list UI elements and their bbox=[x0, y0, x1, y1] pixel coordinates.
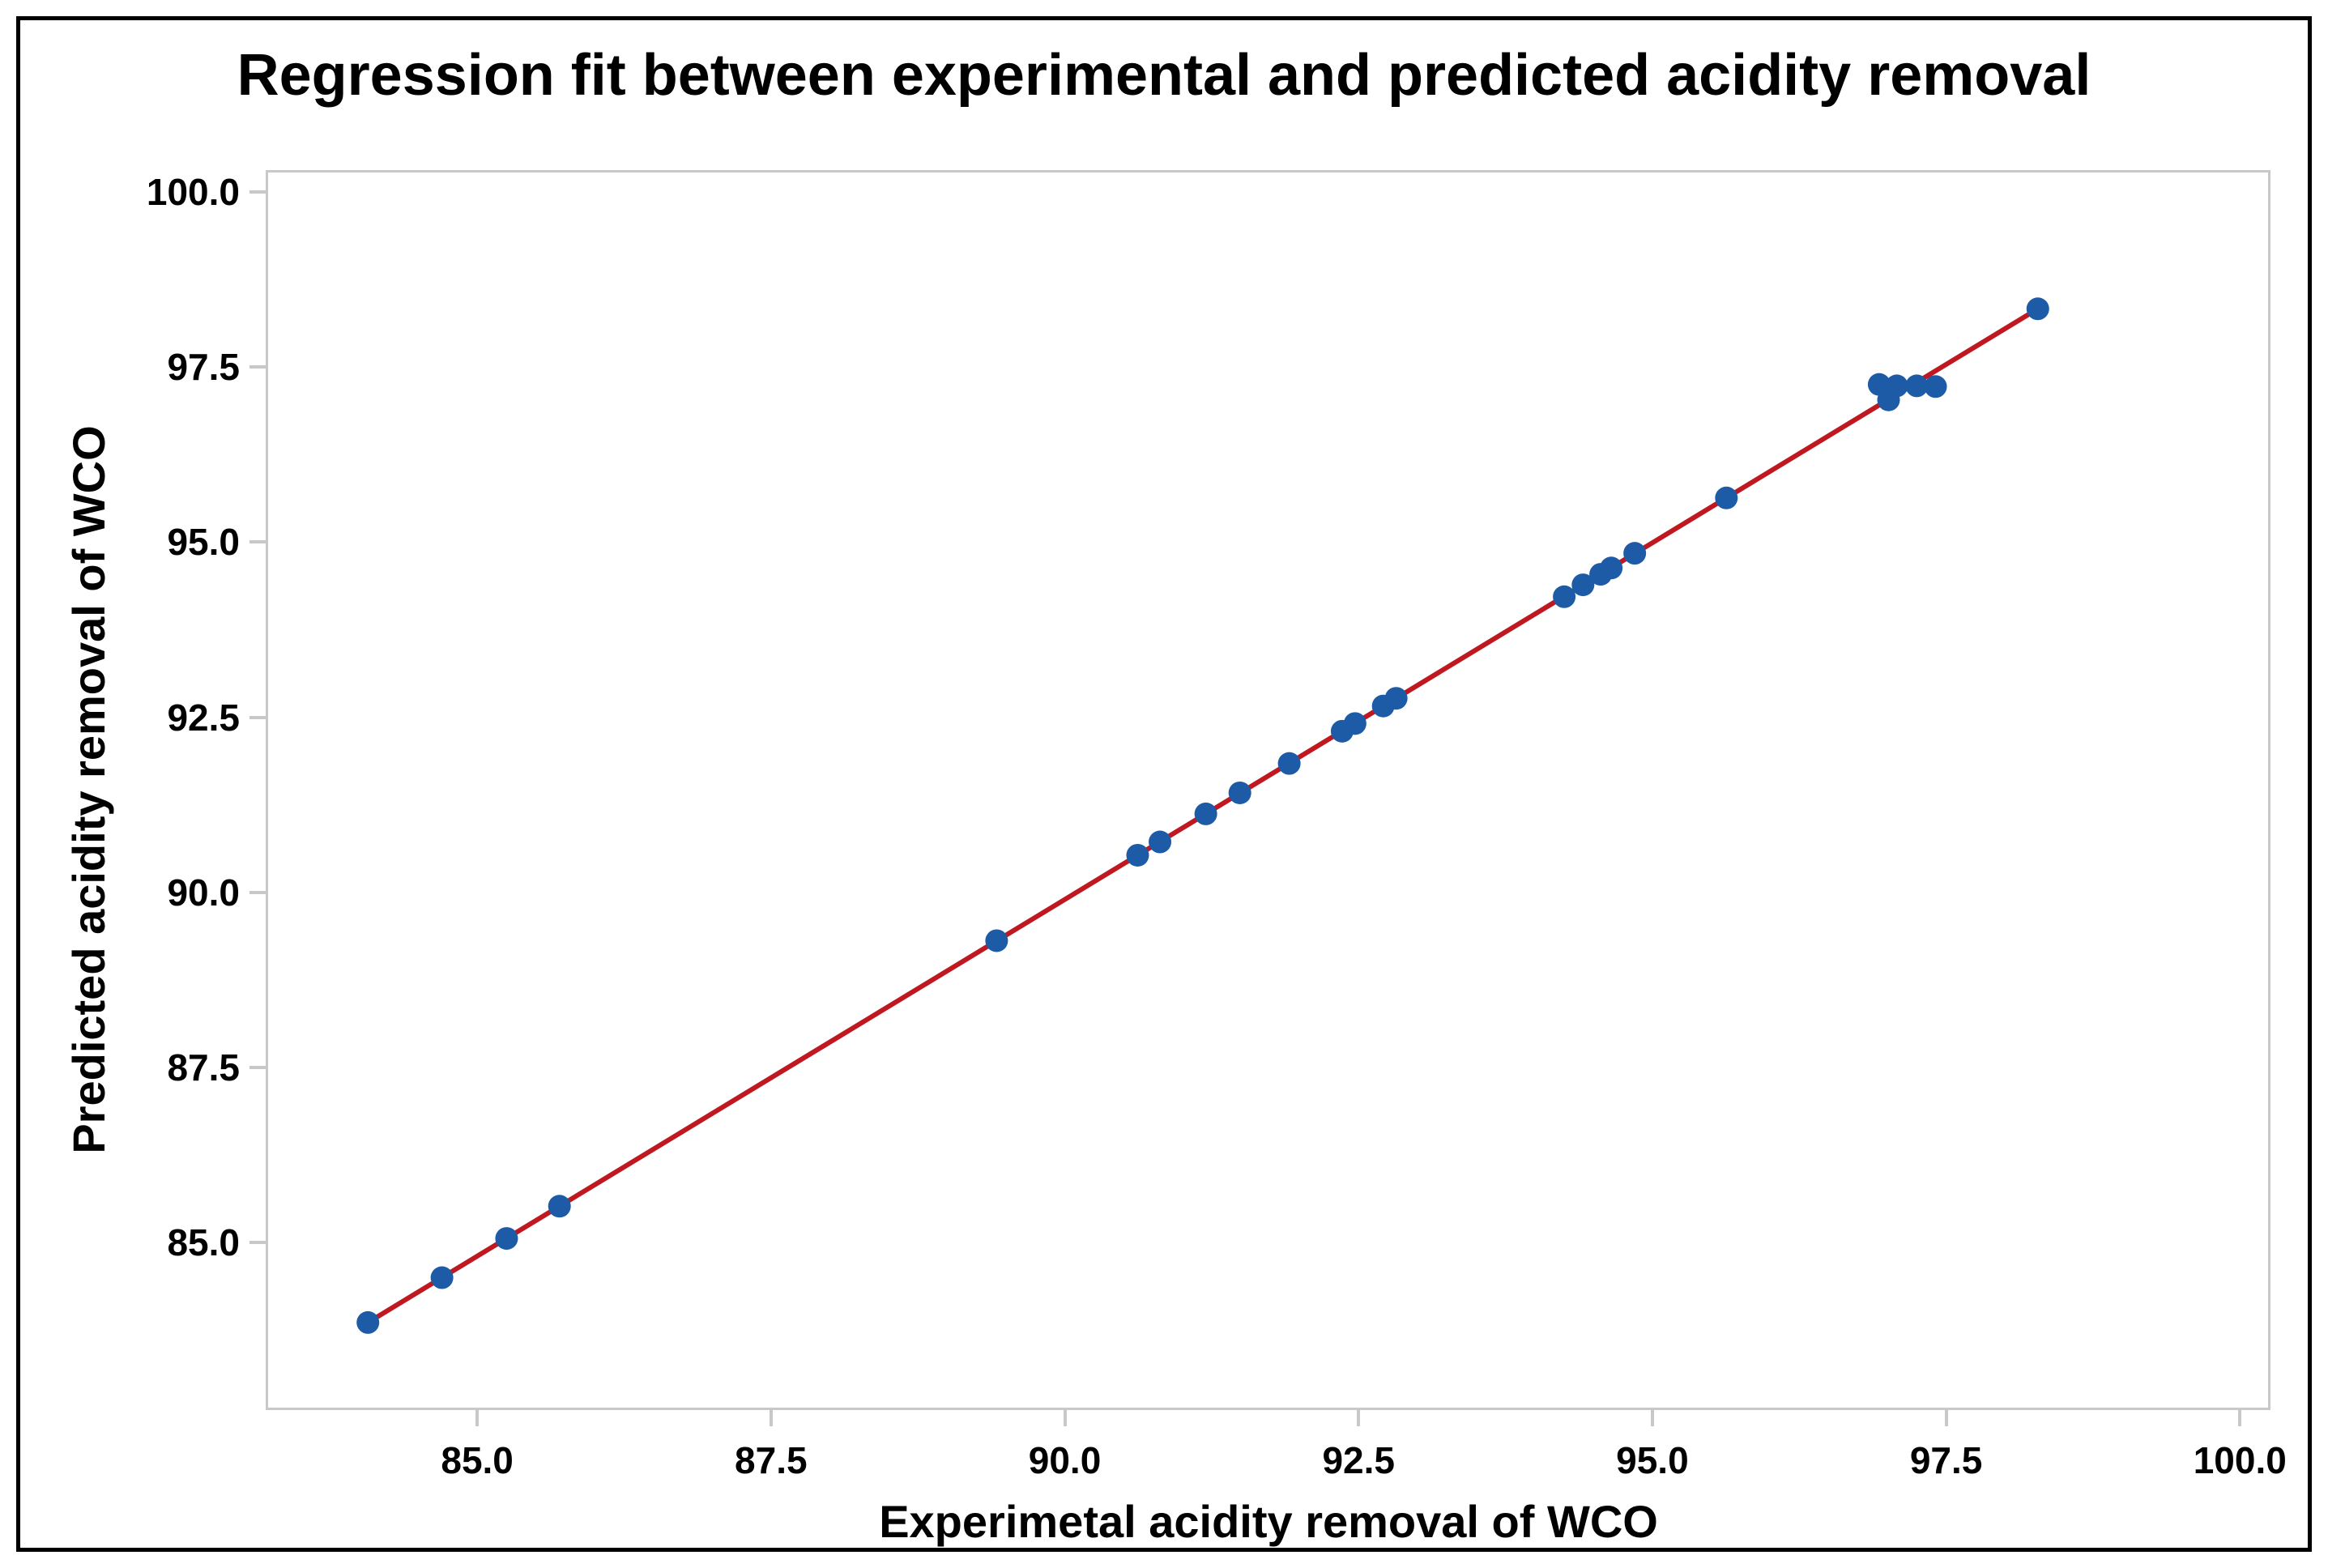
y-tick-mark bbox=[249, 715, 266, 719]
data-point bbox=[1623, 542, 1647, 565]
y-tick-label: 87.5 bbox=[167, 1046, 240, 1089]
y-tick-label: 97.5 bbox=[167, 346, 240, 389]
data-point bbox=[1126, 843, 1149, 867]
x-tick-mark bbox=[2238, 1410, 2242, 1426]
x-tick-mark bbox=[1650, 1410, 1654, 1426]
data-point bbox=[1384, 687, 1408, 710]
data-point bbox=[1571, 573, 1595, 597]
x-tick-label: 97.5 bbox=[1909, 1439, 1983, 1481]
y-tick-mark bbox=[249, 890, 266, 894]
y-tick-label: 100.0 bbox=[146, 170, 240, 213]
x-tick-mark bbox=[1063, 1410, 1067, 1426]
data-point bbox=[495, 1227, 518, 1251]
data-point bbox=[1194, 802, 1217, 825]
x-tick-mark bbox=[769, 1410, 773, 1426]
data-point bbox=[1885, 374, 1908, 398]
x-tick-mark bbox=[1944, 1410, 1948, 1426]
y-tick-mark bbox=[249, 1241, 266, 1245]
x-tick-mark bbox=[475, 1410, 480, 1426]
x-tick-mark bbox=[1357, 1410, 1361, 1426]
data-point bbox=[1924, 375, 1947, 398]
y-tick-mark bbox=[249, 190, 266, 194]
data-point bbox=[548, 1195, 571, 1218]
y-tick-label: 95.0 bbox=[167, 521, 240, 564]
x-tick-label: 90.0 bbox=[1028, 1439, 1102, 1481]
x-tick-label: 85.0 bbox=[441, 1439, 514, 1481]
y-tick-mark bbox=[249, 1066, 266, 1070]
data-point bbox=[430, 1266, 454, 1289]
data-point bbox=[1715, 486, 1738, 509]
data-point bbox=[1277, 752, 1301, 775]
data-point bbox=[1343, 712, 1367, 735]
data-point bbox=[1600, 556, 1623, 580]
y-tick-mark bbox=[249, 540, 266, 544]
y-tick-label: 85.0 bbox=[167, 1221, 240, 1264]
data-point bbox=[1149, 830, 1172, 854]
y-tick-label: 90.0 bbox=[167, 871, 240, 914]
data-point bbox=[1553, 585, 1576, 608]
data-point bbox=[1905, 374, 1929, 398]
x-tick-label: 87.5 bbox=[735, 1439, 808, 1481]
x-tick-label: 100.0 bbox=[2193, 1439, 2287, 1481]
y-tick-mark bbox=[249, 365, 266, 369]
x-tick-label: 92.5 bbox=[1322, 1439, 1395, 1481]
data-point bbox=[356, 1310, 380, 1334]
data-point bbox=[985, 929, 1008, 952]
chart-title: Regression fit between experimental and … bbox=[237, 43, 2091, 108]
data-point bbox=[2026, 297, 2049, 321]
x-axis-title: Experimetal acidity removal of WCO bbox=[879, 1496, 1658, 1547]
x-tick-label: 95.0 bbox=[1616, 1439, 1689, 1481]
y-tick-label: 92.5 bbox=[167, 696, 240, 739]
data-point bbox=[1228, 781, 1251, 804]
